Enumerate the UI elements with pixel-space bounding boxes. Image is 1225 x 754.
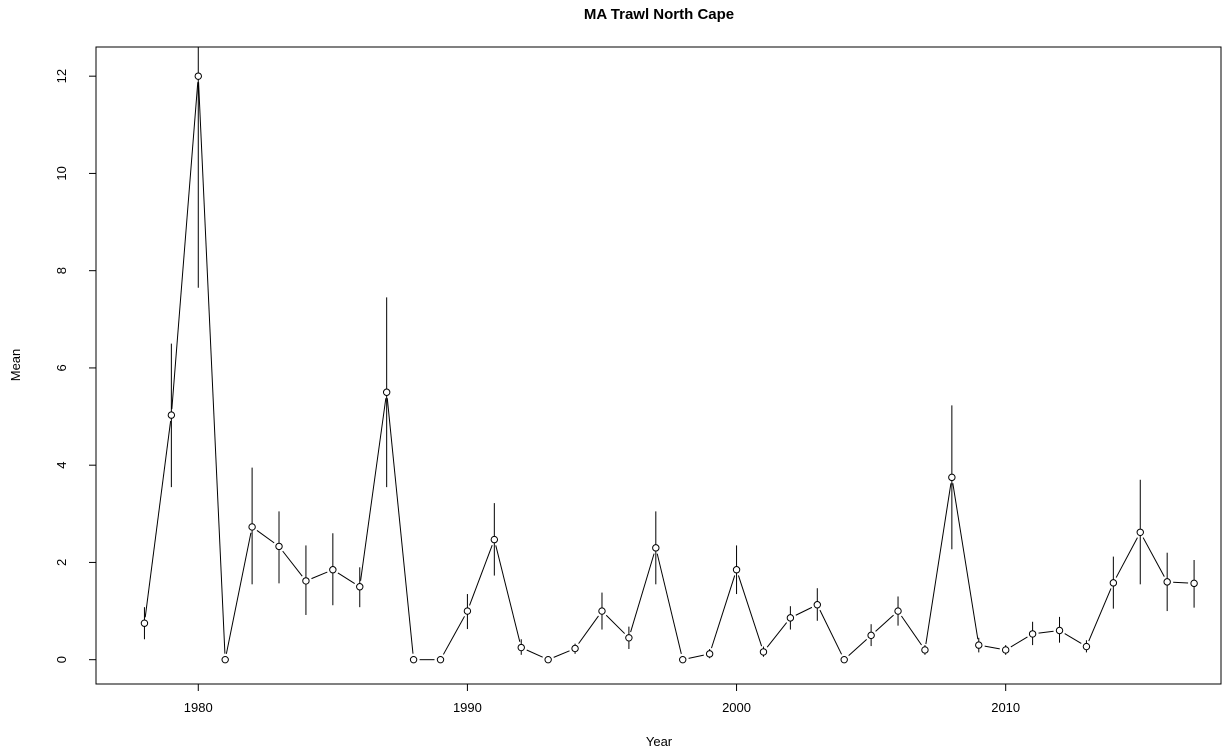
- data-point: [1163, 578, 1171, 586]
- data-point: [759, 648, 768, 656]
- series-line-segment: [901, 615, 922, 646]
- data-point: [409, 655, 418, 664]
- series-line-segment: [688, 654, 704, 659]
- series-line-segment: [819, 609, 843, 655]
- series-line-segment: [171, 82, 199, 410]
- series-line-segment: [578, 615, 599, 644]
- y-tick-label: 10: [54, 166, 69, 180]
- series-line-segment: [360, 398, 387, 581]
- x-tick-label: 1990: [453, 700, 482, 715]
- chart-title: MA Trawl North Cape: [584, 6, 734, 23]
- series-line-segment: [337, 572, 355, 584]
- data-point: [625, 634, 633, 642]
- x-tick-label: 2000: [722, 700, 751, 715]
- series-line-segment: [630, 553, 655, 633]
- data-point: [732, 566, 741, 574]
- data-point: [1082, 642, 1091, 651]
- data-point: [1136, 528, 1144, 536]
- data-point: [894, 607, 902, 615]
- data-point: [1055, 626, 1064, 635]
- series-line-segment: [1064, 633, 1082, 644]
- series-line-segment: [1088, 588, 1112, 642]
- data-point: [571, 644, 579, 653]
- data-point: [867, 631, 875, 640]
- data-point: [948, 473, 956, 482]
- data-point: [221, 655, 229, 664]
- series-line-segment: [605, 614, 625, 634]
- series-line: [144, 82, 1189, 661]
- data-point: [975, 641, 983, 649]
- series-line-segment: [1115, 537, 1138, 578]
- series-line-segment: [1173, 581, 1189, 584]
- series-line-segment: [553, 650, 570, 658]
- y-tick-label: 2: [54, 559, 69, 566]
- data-point: [302, 577, 310, 585]
- data-point: [1028, 630, 1037, 638]
- data-point: [167, 411, 176, 419]
- series-line-segment: [225, 532, 252, 654]
- series-line-segment: [311, 571, 328, 580]
- series-line-segment: [144, 420, 172, 618]
- data-point: [921, 646, 929, 654]
- y-axis-label: Mean: [8, 349, 23, 382]
- x-tick-label: 2010: [991, 700, 1020, 715]
- data-point: [1190, 579, 1198, 588]
- series-line-segment: [766, 622, 788, 648]
- series-line-segment: [795, 606, 813, 616]
- x-axis: 1980 1990 2000 2010: [184, 684, 1020, 715]
- series-line-segment: [1038, 630, 1054, 634]
- data-point: [544, 655, 552, 664]
- error-bars: [143, 47, 1195, 659]
- data-point: [517, 643, 525, 652]
- data-point: [652, 544, 660, 552]
- series-line-segment: [442, 616, 465, 655]
- data-point: [194, 72, 202, 80]
- y-tick-label: 6: [54, 364, 69, 371]
- plot-frame: [95, 46, 1222, 685]
- series-line-segment: [282, 550, 303, 577]
- series-line-segment: [737, 575, 763, 647]
- y-tick-label: 12: [54, 69, 69, 83]
- x-axis-label: Year: [646, 734, 673, 749]
- series-line-segment: [198, 82, 226, 654]
- data-point: [382, 388, 391, 396]
- data-point: [329, 566, 337, 574]
- y-tick-label: 0: [54, 656, 69, 663]
- data-points: [140, 72, 1198, 664]
- series-line-segment: [925, 483, 952, 645]
- data-point: [356, 583, 364, 591]
- data-point: [463, 607, 472, 615]
- series-line-segment: [848, 639, 868, 657]
- series-line-segment: [1010, 636, 1028, 648]
- data-point: [275, 542, 283, 551]
- series-line-segment: [984, 645, 1000, 650]
- data-point: [786, 614, 795, 622]
- x-tick-label: 1980: [184, 700, 213, 715]
- series-line-segment: [386, 398, 414, 654]
- y-tick-label: 4: [54, 462, 69, 469]
- series-line-segment: [469, 545, 493, 606]
- data-point: [840, 655, 848, 664]
- series-line-segment: [526, 649, 543, 658]
- data-point: [679, 655, 687, 664]
- data-point: [490, 535, 499, 544]
- data-point: [1001, 646, 1010, 654]
- data-point: [1109, 579, 1118, 587]
- data-point: [705, 650, 714, 658]
- series-line-segment: [256, 530, 275, 544]
- series-line-segment: [656, 553, 682, 654]
- y-tick-label: 8: [54, 267, 69, 274]
- data-point: [598, 607, 606, 615]
- series-line-segment: [1142, 537, 1165, 577]
- data-point: [248, 523, 256, 531]
- data-point: [140, 619, 149, 627]
- y-axis: 0 2 4 6 8 10 12: [54, 69, 96, 663]
- data-point: [436, 655, 445, 664]
- series-line-segment: [952, 483, 979, 640]
- series-line-segment: [710, 575, 736, 649]
- series-line-segment: [495, 545, 521, 642]
- data-point: [813, 601, 821, 609]
- series-line-segment: [875, 614, 894, 632]
